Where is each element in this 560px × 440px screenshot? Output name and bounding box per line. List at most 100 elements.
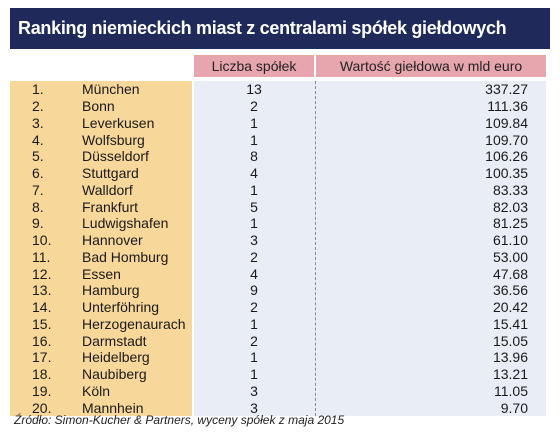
value-cell: 9.70 — [500, 399, 528, 416]
city-cell: Mannhein — [82, 399, 144, 416]
table-row: 9. Ludwigshafen 1 81.25 — [10, 215, 546, 232]
title-bar: Ranking niemieckich miast z centralami s… — [10, 8, 550, 49]
page-title: Ranking niemieckich miast z centralami s… — [18, 18, 507, 38]
city-cell: Herzogenaurach — [82, 315, 186, 332]
rank-cell: 9. — [32, 215, 44, 232]
value-cell: 11.05 — [494, 382, 528, 399]
city-cell: Hannover — [82, 232, 143, 249]
count-cell: 2 — [250, 299, 258, 316]
count-cell: 1 — [250, 131, 258, 148]
count-cell: 2 — [250, 248, 258, 265]
rank-cell: 8. — [32, 198, 44, 215]
city-column-background — [10, 81, 192, 416]
city-cell: Bad Homburg — [82, 248, 169, 265]
header-count: Liczba spółek — [194, 55, 314, 77]
rank-cell: 16. — [32, 332, 52, 349]
value-cell: 82.03 — [492, 198, 528, 215]
count-cell: 1 — [250, 349, 258, 366]
rank-cell: 15. — [32, 315, 52, 332]
city-cell: Stuttgard — [82, 165, 139, 182]
rank-cell: 3. — [32, 114, 44, 131]
data-column-background — [194, 81, 546, 416]
rank-cell: 20. — [32, 399, 52, 416]
rank-cell: 11. — [32, 248, 51, 265]
city-cell: Unterföhring — [82, 299, 160, 316]
table-row: 14. Unterföhring 2 20.42 — [10, 299, 546, 316]
count-cell: 4 — [250, 165, 258, 182]
value-cell: 61.10 — [492, 232, 528, 249]
rank-cell: 13. — [32, 282, 52, 299]
table-row: 13. Hamburg 9 36.56 — [10, 282, 546, 299]
value-cell: 81.25 — [492, 215, 528, 232]
table-rows: 1. München 13 337.27 2. Bonn 2 111.36 3. Leverkus… — [10, 81, 546, 416]
city-cell: Wolfsburg — [82, 131, 145, 148]
city-cell: Frankfurt — [82, 198, 139, 215]
rank-cell: 10. — [32, 232, 52, 249]
count-cell: 1 — [250, 114, 258, 131]
table-row: 7. Walldorf 1 83.33 — [10, 182, 546, 199]
rank-cell: 6. — [32, 165, 44, 182]
city-cell: Darmstadt — [82, 332, 147, 349]
city-cell: Walldorf — [82, 181, 133, 198]
value-cell: 20.42 — [492, 299, 528, 316]
value-cell: 15.05 — [492, 332, 528, 349]
count-cell: 8 — [250, 148, 258, 165]
count-cell: 2 — [250, 332, 258, 349]
city-cell: Essen — [82, 265, 121, 282]
count-cell: 9 — [250, 282, 258, 299]
city-cell: Bonn — [82, 98, 115, 115]
table-row: 18. Naubiberg 1 13.21 — [10, 366, 546, 383]
city-cell: Düsseldorf — [82, 148, 149, 165]
count-cell: 5 — [250, 198, 258, 215]
count-cell: 2 — [250, 98, 258, 115]
rank-cell: 18. — [32, 366, 52, 383]
column-divider — [315, 81, 316, 416]
table-row: 20. Mannhein 3 9.70 — [10, 399, 546, 416]
value-cell: 13.96 — [492, 349, 528, 366]
city-cell: Köln — [82, 382, 111, 399]
table-row: 16. Darmstadt 2 15.05 — [10, 332, 546, 349]
table-row: 12. Essen 4 47.68 — [10, 265, 546, 282]
rank-cell: 19. — [32, 382, 52, 399]
value-cell: 13.21 — [492, 366, 528, 383]
rank-cell: 2. — [32, 98, 44, 115]
value-cell: 47.68 — [492, 265, 528, 282]
table-row: 6. Stuttgard 4 100.35 — [10, 165, 546, 182]
city-cell: Ludwigshafen — [82, 215, 169, 232]
value-cell: 106.26 — [485, 148, 528, 165]
city-cell: Heidelberg — [82, 349, 150, 366]
table-row: 4. Wolfsburg 1 109.70 — [10, 131, 546, 148]
table-row: 2. Bonn 2 111.36 — [10, 98, 546, 115]
city-cell: Leverkusen — [82, 114, 155, 131]
rank-cell: 5. — [32, 148, 44, 165]
rank-cell: 14. — [32, 299, 52, 316]
header-value: Wartość giełdowa w mld euro — [316, 55, 546, 77]
city-cell: Hamburg — [82, 282, 140, 299]
count-cell: 1 — [250, 366, 258, 383]
table-row: 11. Bad Homburg 2 53.00 — [10, 249, 546, 266]
city-cell: Naubiberg — [82, 366, 147, 383]
value-cell: 337.27 — [485, 81, 528, 98]
table-row: 5. Düsseldorf 8 106.26 — [10, 148, 546, 165]
count-cell: 1 — [250, 215, 258, 232]
rank-cell: 7. — [32, 181, 44, 198]
value-cell: 100.35 — [485, 165, 528, 182]
value-cell: 53.00 — [492, 248, 528, 265]
table-body: 1. München 13 337.27 2. Bonn 2 111.36 3. Leverkus… — [10, 81, 546, 416]
value-cell: 111.36 — [487, 98, 528, 115]
rank-cell: 1. — [32, 81, 44, 98]
table-row: 8. Frankfurt 5 82.03 — [10, 198, 546, 215]
count-cell: 3 — [250, 382, 258, 399]
count-cell: 4 — [250, 265, 258, 282]
table-row: 17. Heidelberg 1 13.96 — [10, 349, 546, 366]
table-row: 15. Herzogenaurach 1 15.41 — [10, 316, 546, 333]
count-cell: 13 — [246, 81, 262, 98]
ranking-table: Liczba spółek Wartość giełdowa w mld eur… — [10, 55, 546, 416]
table-row: 19. Köln 3 11.05 — [10, 383, 546, 400]
city-cell: München — [82, 81, 140, 98]
source-note: Źródło: Simon-Kucher & Partners, wyceny … — [14, 413, 345, 427]
count-cell: 3 — [250, 232, 258, 249]
count-cell: 3 — [250, 399, 258, 416]
count-cell: 1 — [250, 181, 258, 198]
value-cell: 36.56 — [492, 282, 528, 299]
